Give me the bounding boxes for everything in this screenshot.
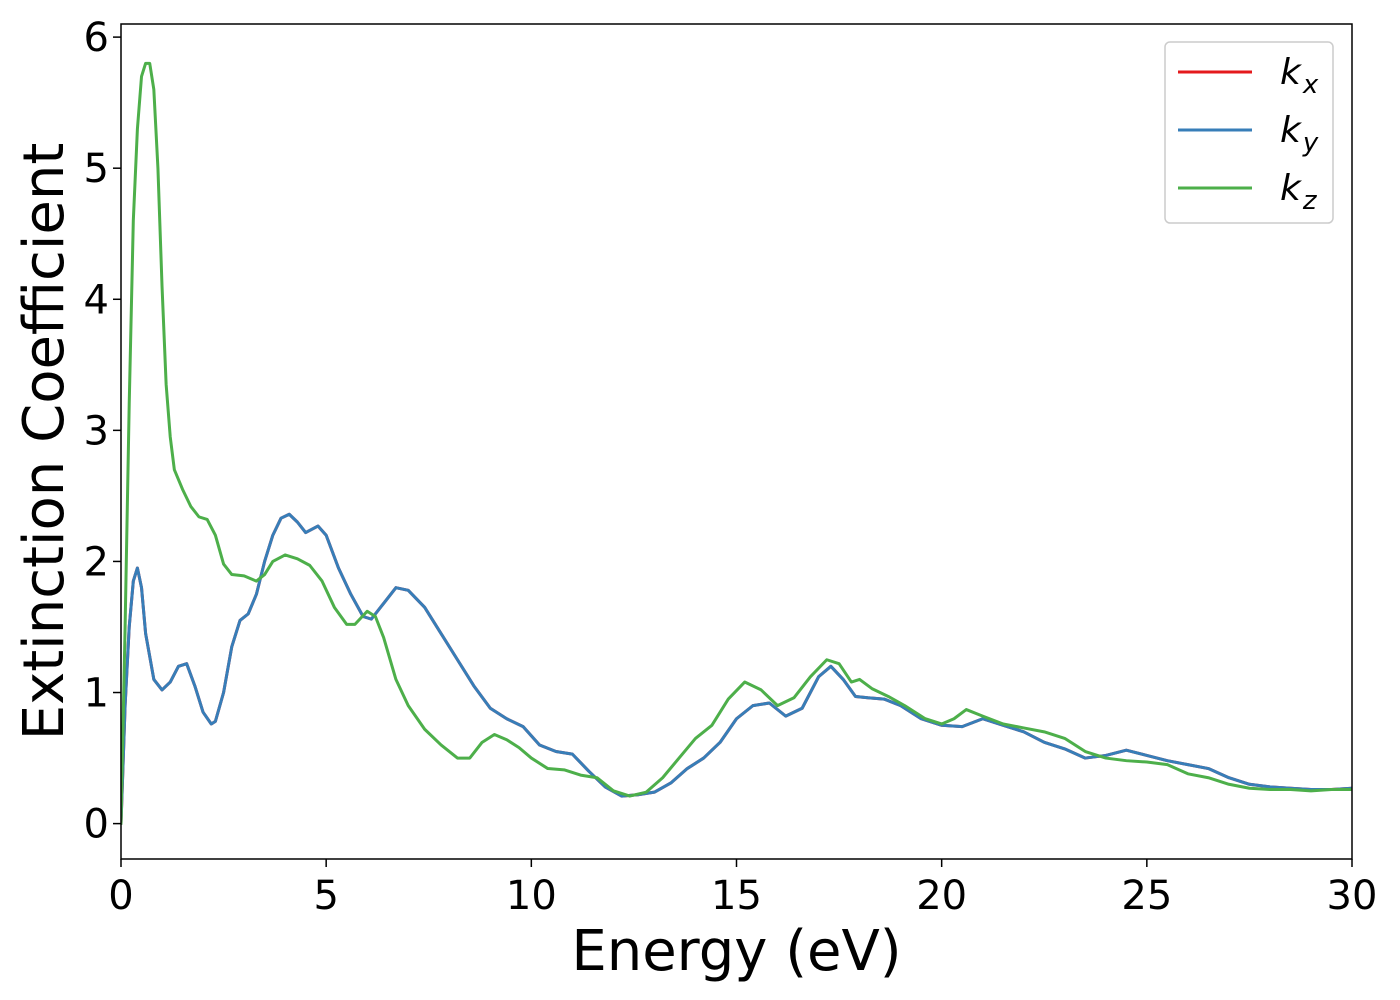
y-tick-label: 3 bbox=[84, 408, 109, 454]
series-line-y bbox=[121, 512, 1352, 826]
y-axis: 0 1 2 3 4 5 6 bbox=[84, 15, 121, 848]
x-tick-label: 30 bbox=[1327, 873, 1378, 919]
y-tick-label: 5 bbox=[84, 146, 109, 192]
y-tick-label: 0 bbox=[84, 802, 109, 848]
x-axis-title: Energy (eV) bbox=[571, 919, 901, 984]
x-tick-label: 10 bbox=[506, 873, 557, 919]
x-tick-label: 25 bbox=[1121, 873, 1172, 919]
x-tick-label: 0 bbox=[108, 873, 133, 919]
legend-box bbox=[1164, 41, 1334, 224]
x-axis: 0 5 10 15 20 25 30 bbox=[108, 859, 1377, 919]
y-tick-label: 1 bbox=[84, 671, 109, 717]
x-tick-label: 5 bbox=[313, 873, 338, 919]
y-tick-label: 4 bbox=[84, 277, 109, 323]
legend-label-z: kz bbox=[1280, 168, 1318, 216]
y-tick-label: 2 bbox=[84, 539, 109, 585]
x-tick-label: 15 bbox=[711, 873, 762, 919]
y-tick-label: 6 bbox=[84, 15, 109, 61]
y-axis-title: Extinction Coefficient bbox=[12, 143, 77, 741]
x-tick-label: 20 bbox=[916, 873, 967, 919]
series-layer bbox=[121, 61, 1352, 826]
series-line-x bbox=[121, 512, 1352, 826]
series-line-z bbox=[121, 61, 1352, 826]
